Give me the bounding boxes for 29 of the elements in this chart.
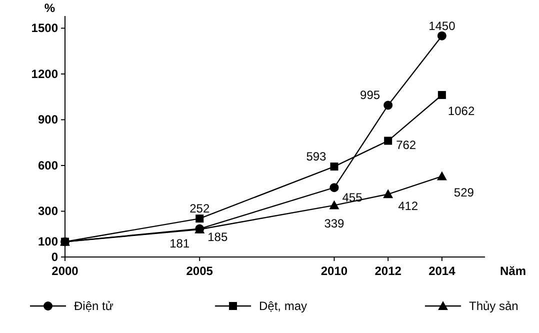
data-label: 412 [398, 199, 418, 214]
x-tick-label: 2000 [52, 264, 79, 278]
data-label: 529 [454, 185, 474, 200]
x-tick-label: 2005 [186, 264, 214, 278]
data-label: 252 [190, 202, 210, 216]
data-label: 593 [306, 150, 327, 164]
y-tick-label: 100 [38, 234, 58, 249]
data-label: 1062 [448, 104, 475, 118]
legend-label: Dệt, may [259, 299, 308, 313]
x-tick-label: 2012 [374, 264, 402, 278]
y-tick-label: 0 [51, 250, 58, 264]
y-tick-label: 1200 [31, 66, 58, 81]
x-axis-title: Năm [500, 264, 526, 278]
data-label: 995 [360, 88, 380, 102]
legend-label: Điện tử [74, 299, 114, 313]
data-label: 1450 [428, 18, 456, 33]
y-tick-label: 300 [38, 204, 58, 218]
data-label: 455 [342, 190, 363, 205]
data-label: 339 [324, 216, 345, 230]
data-label: 762 [396, 138, 416, 152]
y-tick-label: 900 [38, 112, 58, 127]
data-label: 181 [170, 236, 190, 250]
y-tick-label: 600 [38, 158, 58, 172]
data-label: 185 [208, 230, 228, 244]
legend-label: Thủy sản [469, 299, 518, 313]
x-tick-label: 2010 [320, 264, 348, 278]
y-axis-title: % [44, 1, 56, 15]
y-tick-label: 1500 [31, 21, 58, 36]
x-tick-label: 2014 [428, 264, 456, 278]
